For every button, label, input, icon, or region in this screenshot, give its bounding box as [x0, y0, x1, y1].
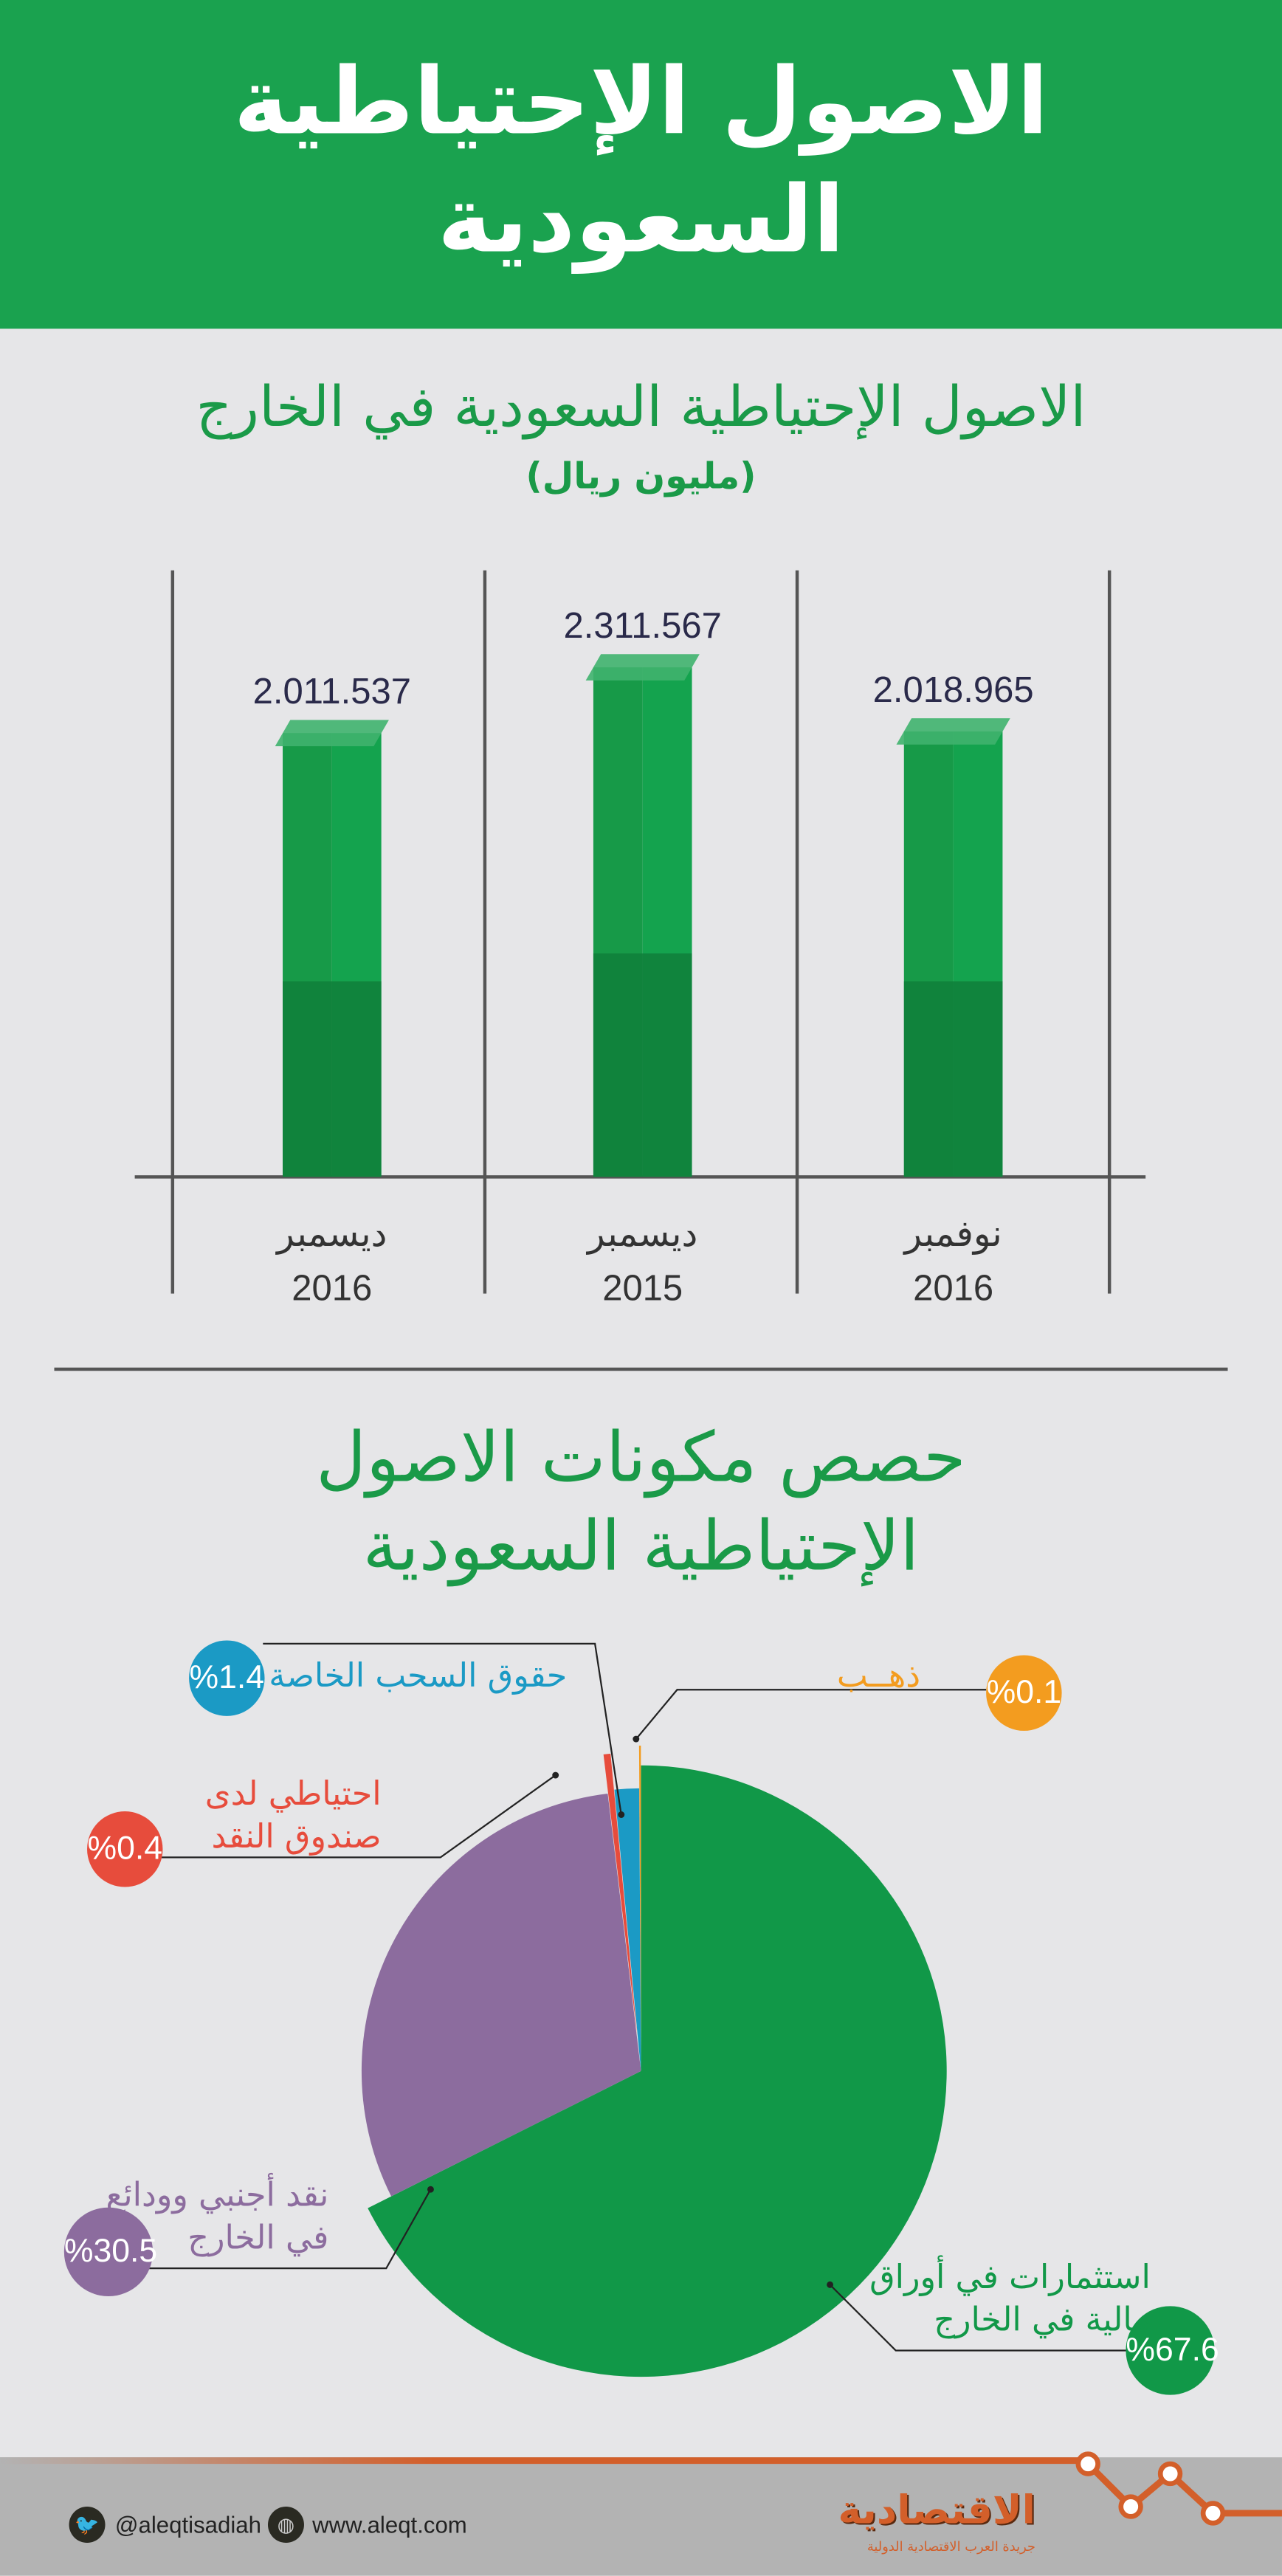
pie-slice	[368, 1765, 947, 2377]
month-label: ديسمبر	[277, 1214, 387, 1256]
pie-title-line-2: الإحتياطية السعودية	[362, 1505, 920, 1586]
slice-label-line-2: مالية في الخارج	[934, 2299, 1151, 2339]
grid-line	[170, 570, 175, 1294]
globe-icon[interactable]: ◍	[267, 2507, 304, 2544]
logo-tagline: جريدة العرب الاقتصادية الدولية	[866, 2539, 1035, 2555]
leader-line	[829, 2284, 1134, 2352]
pie-slice	[614, 1788, 641, 2071]
year-label: 2016	[292, 1267, 373, 1309]
slice-label-line-1: ذهــب	[836, 1655, 921, 1695]
slice-label: ذهــب	[526, 1653, 920, 1696]
twitter-icon[interactable]: 🐦	[69, 2507, 106, 2544]
leader-dot	[827, 2281, 834, 2288]
slice-label-line-1: احتياطي لدى	[204, 1773, 382, 1814]
baseline	[134, 1175, 1146, 1179]
leader-line	[635, 1689, 987, 1740]
header: الاصول الإحتياطية السعودية	[0, 0, 1282, 329]
accent-line	[0, 2457, 1085, 2465]
leader-line	[144, 2188, 432, 2270]
pie-slice	[638, 1745, 641, 2035]
slice-label: نقد أجنبي وودائع في الخارج	[0, 2173, 329, 2259]
bar	[585, 654, 700, 1177]
leader-dot	[552, 1771, 559, 1779]
grid-line	[795, 570, 799, 1294]
line-graph-decoration	[1075, 2451, 1282, 2526]
leader-line	[263, 1642, 622, 1815]
grid-line	[483, 570, 487, 1294]
slice-label: حقوق السحب الخاصة	[173, 1653, 567, 1696]
title-line-2: السعودية	[437, 168, 845, 275]
month-label: ديسمبر	[587, 1214, 698, 1256]
footer: 🐦 @aleqtisadiah ◍ www.aleqt.com الاقتصاد…	[0, 2451, 1282, 2576]
month-label: نوفمبر	[904, 1214, 1002, 1256]
x-axis-label: ديسمبر 2015	[511, 1210, 774, 1315]
leader-dot	[427, 2186, 434, 2193]
x-axis-label: ديسمبر 2016	[201, 1210, 463, 1315]
slice-label-line-1: استثمارات في أوراق	[869, 2256, 1151, 2296]
slice-label-line-1: حقوق السحب الخاصة	[269, 1655, 568, 1695]
pie-slice	[603, 1753, 638, 2036]
pie-title-line-1: حصص مكونات الاصول	[316, 1416, 966, 1498]
slice-label-line-2: صندوق النقد	[211, 1816, 382, 1856]
bar-chart-title: الاصول الإحتياطية السعودية في الخارج	[196, 374, 1086, 441]
title-line-1: الاصول الإحتياطية	[233, 49, 1049, 156]
slice-label-line-1: نقد أجنبي وودائع	[106, 2174, 329, 2214]
pie-slice	[361, 1794, 641, 2197]
slice-label: استثمارات في أوراق مالية في الخارج	[756, 2255, 1151, 2341]
bar	[896, 718, 1010, 1177]
slice-label: احتياطي لدى صندوق النقد	[0, 1772, 382, 1858]
x-axis-label: نوفمبر 2016	[821, 1210, 1084, 1315]
percent-badge: %30.5	[63, 2207, 157, 2296]
percent-badge: %1.4	[189, 1640, 265, 1716]
slice-label-line-2: في الخارج	[187, 2217, 329, 2257]
grid-line	[1107, 570, 1112, 1294]
year-label: 2015	[602, 1267, 683, 1309]
year-label: 2016	[913, 1267, 994, 1309]
bar	[275, 720, 389, 1177]
percent-badge: %67.6	[1126, 2306, 1219, 2395]
leader-dot	[633, 1735, 640, 1743]
website-link[interactable]: www.aleqt.com	[312, 2511, 467, 2538]
leader-line	[161, 1774, 556, 1859]
pie-chart	[144, 1642, 1134, 2377]
logo: الاقتصادية	[838, 2487, 1035, 2533]
bar-value-label: 2.018.965	[872, 669, 1034, 711]
bar-value-label: 2.011.537	[252, 671, 412, 712]
leader-dot	[618, 1811, 625, 1818]
twitter-handle[interactable]: @aleqtisadiah	[114, 2511, 261, 2538]
bar-chart-subtitle: (مليون ريال)	[525, 457, 757, 498]
percent-badge: %0.4	[87, 1811, 163, 1887]
percent-badge: %0.1	[986, 1655, 1062, 1731]
section-divider	[54, 1367, 1228, 1371]
bar-value-label: 2.311.567	[563, 605, 722, 647]
